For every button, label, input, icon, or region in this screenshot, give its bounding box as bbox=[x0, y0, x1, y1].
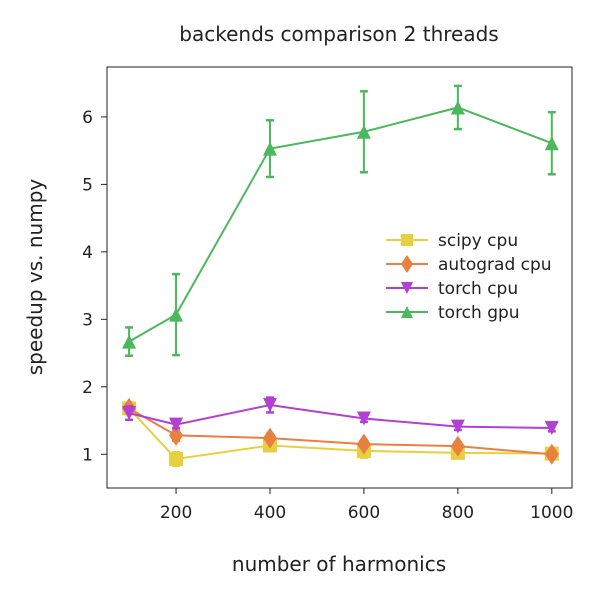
diamond-marker bbox=[169, 424, 184, 446]
series-line bbox=[128, 106, 553, 343]
chart-title: backends comparison 2 threads bbox=[179, 22, 498, 46]
triangle-down-marker bbox=[122, 406, 137, 421]
legend-label: torch cpu bbox=[438, 279, 518, 299]
triangle-down-marker bbox=[262, 398, 277, 413]
y-tick-label: 3 bbox=[82, 310, 93, 330]
x-tick-label: 400 bbox=[254, 503, 286, 523]
legend-label: scipy cpu bbox=[438, 231, 518, 251]
series-scipy-cpu bbox=[122, 401, 559, 467]
x-tick-label: 800 bbox=[442, 503, 474, 523]
triangle-up-marker bbox=[262, 141, 277, 156]
series-torch-cpu bbox=[122, 396, 559, 435]
legend-label: autograd cpu bbox=[438, 255, 552, 275]
triangle-up-marker bbox=[169, 307, 184, 322]
series-line bbox=[128, 403, 552, 429]
y-axis-label: speedup vs. numpy bbox=[23, 179, 47, 376]
series-line bbox=[128, 407, 552, 461]
triangle-down-marker bbox=[401, 282, 413, 294]
triangle-up-marker bbox=[544, 136, 559, 151]
diamond-marker bbox=[356, 433, 371, 455]
plot-frame bbox=[106, 66, 573, 489]
y-tick-label: 4 bbox=[82, 243, 93, 263]
diamond-marker bbox=[262, 427, 277, 449]
diamond-marker bbox=[401, 255, 413, 273]
triangle-down-marker bbox=[169, 417, 184, 432]
square-marker bbox=[169, 451, 184, 466]
y-tick-label: 6 bbox=[82, 108, 93, 128]
square-marker bbox=[401, 234, 413, 246]
x-tick-label: 200 bbox=[160, 503, 192, 523]
triangle-down-marker bbox=[544, 420, 559, 435]
y-tick-label: 5 bbox=[82, 175, 93, 195]
triangle-up-marker bbox=[401, 306, 413, 318]
legend-label: torch gpu bbox=[438, 303, 520, 323]
y-tick-label: 1 bbox=[82, 445, 93, 465]
diamond-marker bbox=[450, 435, 465, 457]
series-autograd-cpu bbox=[122, 397, 559, 465]
series-line bbox=[128, 407, 552, 456]
triangle-down-marker bbox=[356, 411, 371, 426]
y-tick-label: 2 bbox=[82, 378, 93, 398]
series-torch-gpu bbox=[122, 84, 559, 358]
x-axis-label: number of harmonics bbox=[232, 552, 446, 576]
triangle-down-marker bbox=[450, 419, 465, 434]
x-tick-label: 600 bbox=[348, 503, 380, 523]
x-tick-label: 1000 bbox=[530, 503, 573, 523]
diamond-marker bbox=[544, 443, 559, 465]
triangle-up-marker bbox=[450, 100, 465, 115]
triangle-up-marker bbox=[122, 334, 137, 349]
triangle-up-marker bbox=[356, 124, 371, 139]
